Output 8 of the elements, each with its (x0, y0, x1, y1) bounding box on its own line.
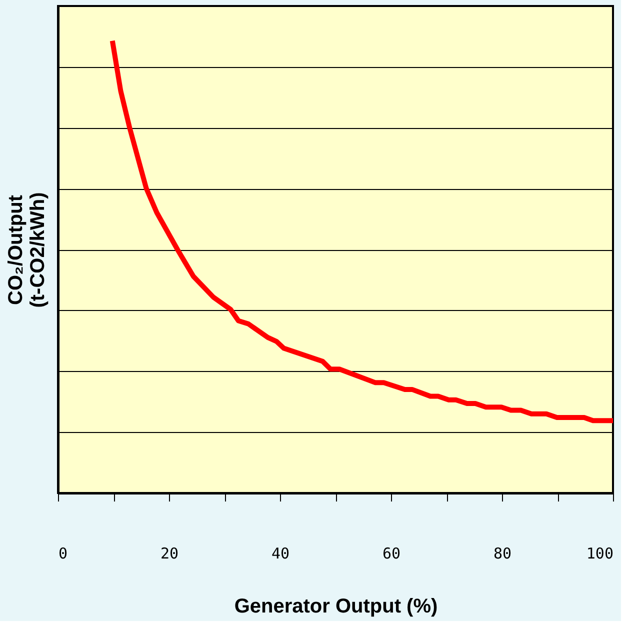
x-tick-label: 80 (493, 544, 512, 562)
x-axis-title: Generator Output (%) (234, 596, 438, 618)
x-tick-label: 40 (271, 544, 290, 562)
x-tick-label: 0 (58, 544, 68, 562)
x-tick-label: 20 (160, 544, 179, 562)
x-tick-label: 60 (382, 544, 401, 562)
x-tick-label: 100 (586, 544, 614, 562)
y-axis-title: CO₂/Output (t-CO2/kWh) (5, 192, 49, 308)
